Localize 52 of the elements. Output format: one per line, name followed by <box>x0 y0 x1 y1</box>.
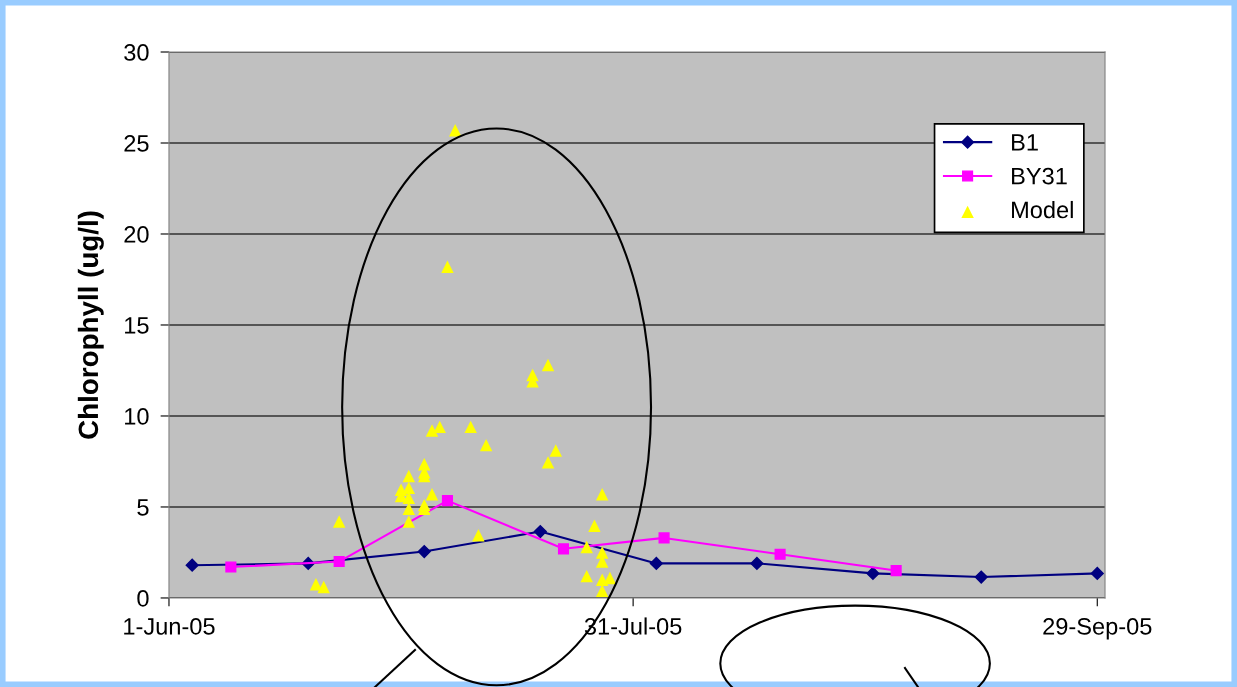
point <box>603 571 617 585</box>
point <box>225 561 237 573</box>
y-tick-label: 25 <box>124 135 149 152</box>
point <box>472 528 485 542</box>
legend-label: Model <box>1012 200 1073 219</box>
point <box>425 488 439 501</box>
y-tick-label: 5 <box>137 499 149 516</box>
y-tick-label: 10 <box>125 408 149 425</box>
y-tick-label: 30 <box>124 44 149 61</box>
point <box>402 515 415 528</box>
y-axis-title: Chlorophyll (ug/l) <box>77 211 104 439</box>
point <box>774 548 786 560</box>
point <box>974 570 988 584</box>
y-tick-label: 20 <box>124 226 149 243</box>
point <box>402 469 415 483</box>
point <box>541 358 555 372</box>
point <box>402 481 415 495</box>
point <box>890 565 902 577</box>
point <box>580 540 593 554</box>
point <box>580 569 593 583</box>
legend-label: BY31 <box>1012 167 1067 185</box>
point <box>425 424 439 437</box>
point <box>649 556 663 570</box>
point <box>441 260 454 273</box>
point <box>479 438 493 452</box>
point <box>549 444 562 457</box>
point <box>317 580 330 594</box>
point <box>750 556 764 570</box>
point <box>433 420 446 434</box>
point <box>448 124 462 137</box>
point <box>332 515 346 528</box>
point <box>417 544 431 559</box>
legend-label: B1 <box>1012 134 1038 151</box>
y-tick-label: 0 <box>137 590 149 607</box>
point <box>441 495 454 507</box>
point <box>333 556 345 568</box>
point <box>185 558 199 572</box>
point <box>658 532 670 544</box>
point <box>464 420 477 434</box>
point <box>557 543 570 555</box>
point <box>595 584 609 597</box>
y-tick-label: 15 <box>125 317 149 334</box>
x-tick-label: 1-Jun-05 <box>124 618 215 635</box>
point <box>595 488 609 501</box>
point <box>309 578 323 591</box>
point <box>533 524 547 539</box>
point <box>595 546 609 559</box>
x-tick-label: 29-Sep-05 <box>1043 618 1152 640</box>
point <box>541 456 555 469</box>
point <box>588 519 601 532</box>
point <box>1090 566 1104 580</box>
point <box>866 566 880 580</box>
